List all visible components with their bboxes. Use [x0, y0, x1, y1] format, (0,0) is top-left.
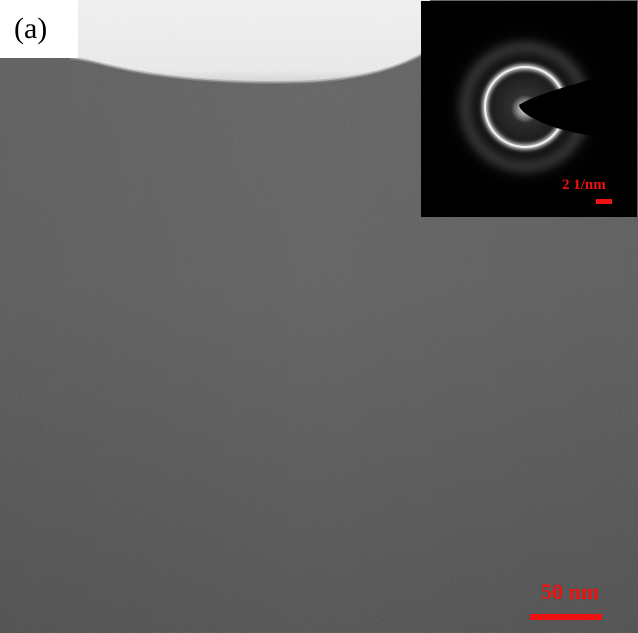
- saed-ring-pattern-icon: [433, 15, 637, 199]
- beam-stop-shadow-icon: [519, 67, 637, 141]
- inset-scale-label: 2 1/nm: [562, 177, 606, 193]
- scale-bar: [530, 614, 602, 620]
- scale-bar-label: 50 nm: [541, 579, 600, 604]
- saed-inset: 2 1/nm: [421, 1, 637, 217]
- panel-label: (a): [0, 0, 78, 58]
- inset-scale-bar: [596, 199, 612, 204]
